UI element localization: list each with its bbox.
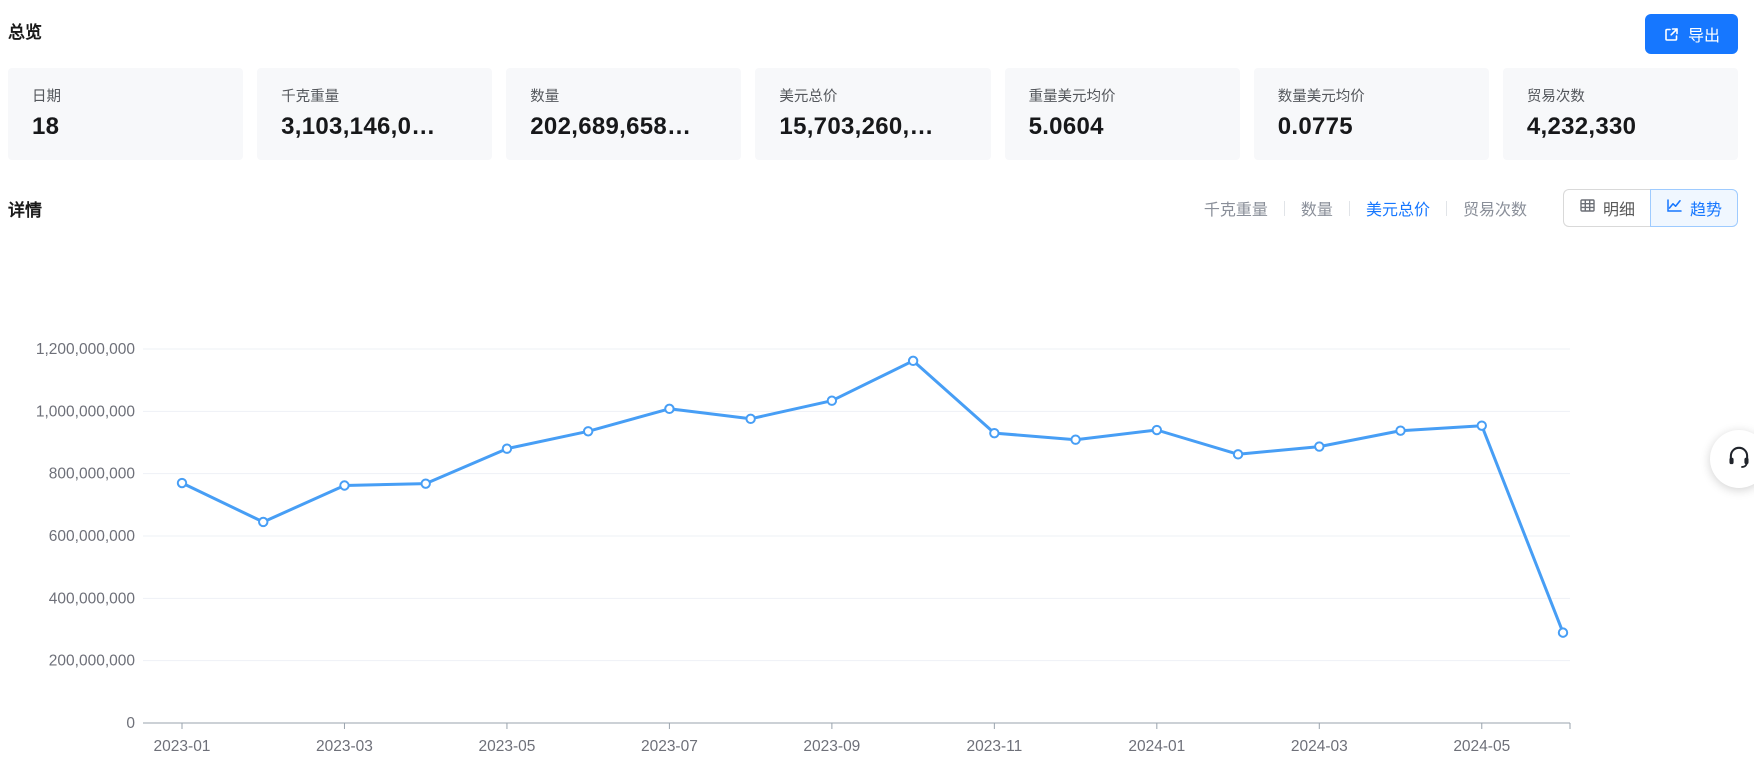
export-button[interactable]: 导出 <box>1644 14 1738 54</box>
page-header: 总览 导出 <box>8 14 1738 62</box>
stat-cards: 日期 18 千克重量 3,103,146,0… 数量 202,689,658… … <box>8 68 1738 160</box>
svg-text:2023-01: 2023-01 <box>154 738 211 755</box>
stat-label: 贸易次数 <box>1526 89 1585 105</box>
stat-value: 202,689,658… <box>530 113 692 140</box>
tab-separator <box>1445 200 1447 216</box>
svg-text:2023-05: 2023-05 <box>478 738 535 755</box>
stat-card-trade-count: 贸易次数 4,232,330 <box>1502 68 1738 160</box>
svg-text:2023-11: 2023-11 <box>966 738 1022 755</box>
svg-text:1,000,000,000: 1,000,000,000 <box>36 403 136 420</box>
tab-separator <box>1348 200 1350 216</box>
stat-value: 15,703,260,… <box>779 113 934 140</box>
stat-label: 数量美元均价 <box>1277 89 1365 105</box>
stat-card-usd-total: 美元总价 15,703,260,… <box>755 68 991 160</box>
stat-card-qty-avg-price: 数量美元均价 0.0775 <box>1253 68 1489 160</box>
svg-text:2024-05: 2024-05 <box>1453 738 1510 755</box>
metric-tabs: 千克重量 数量 美元总价 贸易次数 <box>1204 196 1527 220</box>
detail-view-label: 明细 <box>1602 202 1635 219</box>
page-title: 总览 <box>8 23 42 42</box>
svg-text:800,000,000: 800,000,000 <box>49 466 136 483</box>
svg-text:2023-03: 2023-03 <box>316 738 373 755</box>
stat-label: 日期 <box>32 89 61 105</box>
stat-value: 5.0604 <box>1028 113 1104 140</box>
tab-kg-weight[interactable]: 千克重量 <box>1203 202 1268 219</box>
svg-text:1,200,000,000: 1,200,000,000 <box>36 341 136 358</box>
headset-icon <box>1726 444 1752 475</box>
stat-label: 美元总价 <box>779 89 838 105</box>
stat-value: 18 <box>32 113 60 140</box>
svg-text:2024-01: 2024-01 <box>1128 738 1185 755</box>
detail-view-button[interactable]: 明细 <box>1562 189 1650 227</box>
svg-text:2023-07: 2023-07 <box>641 738 698 755</box>
stat-value: 0.0775 <box>1277 113 1353 140</box>
stat-label: 数量 <box>530 89 560 105</box>
stat-card-weight-avg-price: 重量美元均价 5.0604 <box>1004 68 1240 160</box>
stat-value: 4,232,330 <box>1526 113 1637 140</box>
tab-trade-count[interactable]: 贸易次数 <box>1462 202 1527 219</box>
view-toggle: 明细 趋势 <box>1562 189 1738 227</box>
svg-text:2024-03: 2024-03 <box>1291 738 1348 755</box>
tab-quantity[interactable]: 数量 <box>1300 202 1333 219</box>
details-control-row: 详情 千克重量 数量 美元总价 贸易次数 <box>8 188 1738 228</box>
details-section-title: 详情 <box>8 200 42 220</box>
chart-controls: 千克重量 数量 美元总价 贸易次数 明细 <box>1204 189 1738 227</box>
export-button-label: 导出 <box>1687 28 1720 45</box>
stat-value: 3,103,146,0… <box>281 113 436 140</box>
stat-card-quantity: 数量 202,689,658… <box>506 68 742 160</box>
svg-text:400,000,000: 400,000,000 <box>49 590 136 607</box>
trend-view-label: 趋势 <box>1689 202 1722 219</box>
stat-label: 重量美元均价 <box>1028 89 1116 105</box>
svg-text:0: 0 <box>126 715 135 732</box>
tab-separator <box>1283 200 1285 216</box>
trend-icon <box>1666 197 1683 219</box>
support-float-button[interactable] <box>1710 430 1754 488</box>
svg-text:600,000,000: 600,000,000 <box>49 528 136 545</box>
trend-chart: 0 200,000,000 400,000,000 600,000,000 800,00… <box>36 341 1571 755</box>
stat-card-kg-weight: 千克重量 3,103,146,0… <box>257 68 493 160</box>
tab-usd-total[interactable]: 美元总价 <box>1365 202 1430 219</box>
trend-view-button[interactable]: 趋势 <box>1649 189 1738 227</box>
table-icon <box>1579 197 1596 219</box>
export-icon <box>1663 26 1680 43</box>
stat-label: 千克重量 <box>281 89 340 105</box>
svg-text:200,000,000: 200,000,000 <box>49 653 136 670</box>
trend-chart-area: 0 200,000,000 400,000,000 600,000,000 800,00… <box>0 284 1738 764</box>
stat-card-date: 日期 18 <box>8 68 244 160</box>
svg-text:2023-09: 2023-09 <box>803 738 860 755</box>
